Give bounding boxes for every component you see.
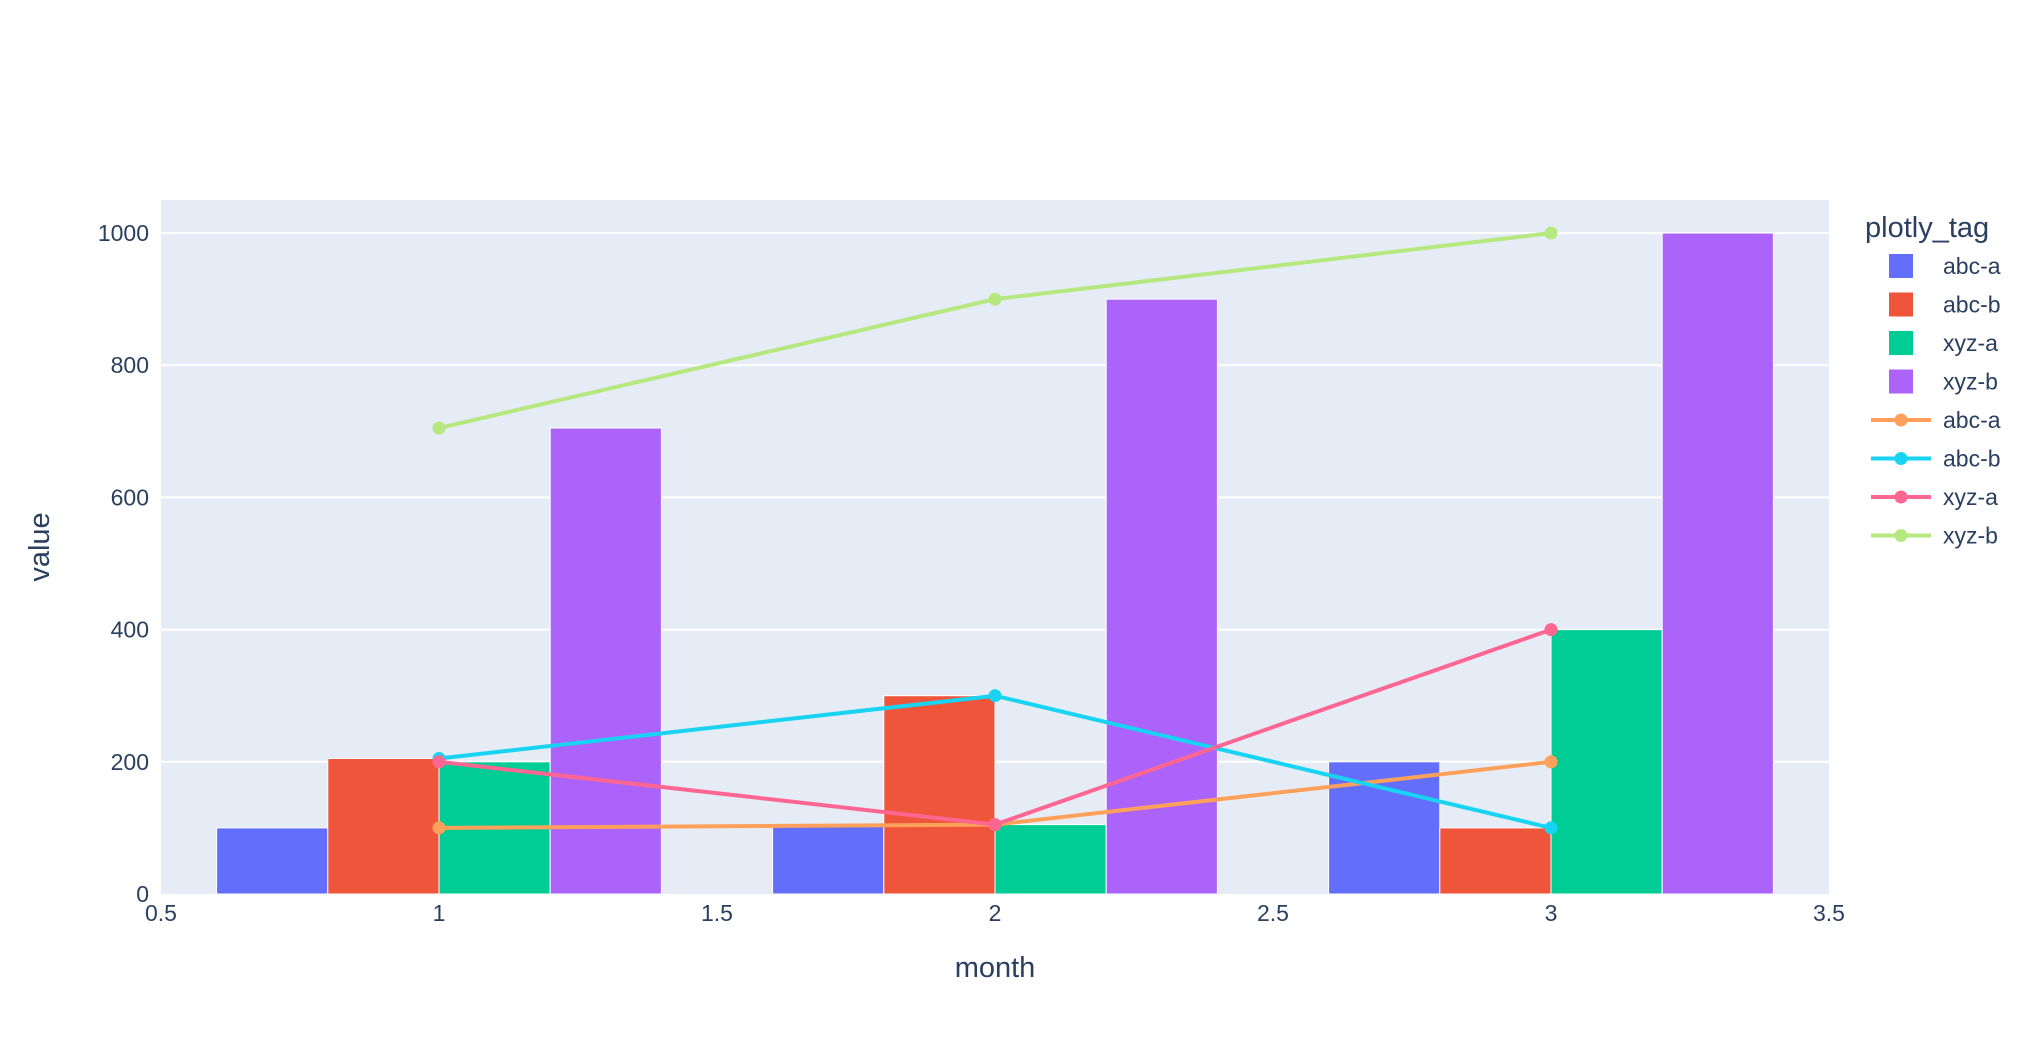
legend-item-line-abc-b[interactable]: abc-b — [1871, 446, 2001, 472]
y-axis-ticks: 0 200 400 600 800 1000 — [98, 220, 149, 907]
x-tick-label: 2.5 — [1257, 900, 1289, 926]
legend-label: abc-b — [1943, 292, 2001, 318]
legend-swatch — [1889, 369, 1913, 394]
y-tick-label: 400 — [111, 617, 149, 643]
line-marks — [432, 226, 1558, 835]
legend-marker — [1894, 452, 1908, 465]
y-tick-label: 200 — [111, 749, 149, 775]
legend-label: abc-a — [1943, 253, 2001, 279]
y-axis-title: value — [24, 512, 56, 581]
x-tick-label: 3 — [1545, 900, 1558, 926]
legend-item-line-xyz-a[interactable]: xyz-a — [1871, 484, 1998, 510]
bar-marks — [216, 232, 1774, 895]
bar-xyz-b[interactable] — [1105, 298, 1218, 895]
y-tick-label: 1000 — [98, 220, 149, 246]
legend-item-bar-xyz-a[interactable]: xyz-a — [1889, 330, 1998, 356]
bar-abc-b[interactable] — [1439, 827, 1552, 895]
point-abc-b[interactable] — [988, 689, 1002, 703]
legend-marker — [1894, 490, 1908, 504]
x-axis-ticks: 0.5 1 1.5 2 2.5 3 3.5 — [145, 900, 1845, 926]
legend[interactable]: plotly_tag abc-a abc-b xyz-a xyz-b abc-a abc-… — [1865, 212, 2001, 549]
y-tick-label: 800 — [111, 352, 149, 378]
x-tick-label: 1.5 — [701, 900, 733, 926]
legend-label: abc-a — [1943, 407, 2001, 433]
y-tick-label: 0 — [136, 881, 149, 907]
legend-marker — [1894, 529, 1908, 542]
point-abc-a[interactable] — [432, 821, 446, 835]
point-abc-a[interactable] — [1544, 755, 1558, 769]
point-xyz-b[interactable] — [1544, 226, 1558, 240]
x-axis-title: month — [955, 952, 1036, 984]
legend-item-line-abc-a[interactable]: abc-a — [1871, 407, 2001, 433]
legend-item-bar-xyz-b[interactable]: xyz-b — [1889, 369, 1998, 395]
bar-xyz-a[interactable] — [1550, 629, 1663, 895]
legend-item-line-xyz-b[interactable]: xyz-b — [1871, 523, 1998, 549]
x-tick-label: 0.5 — [145, 900, 177, 926]
legend-label: xyz-b — [1943, 523, 1998, 549]
point-xyz-a[interactable] — [1544, 623, 1558, 637]
legend-swatch — [1889, 254, 1913, 278]
point-xyz-a[interactable] — [432, 755, 446, 769]
bar-xyz-a[interactable] — [994, 824, 1107, 895]
bar-xyz-b[interactable] — [549, 427, 662, 895]
legend-label: abc-b — [1943, 446, 2001, 472]
bar-abc-b[interactable] — [327, 758, 440, 895]
legend-swatch — [1889, 292, 1913, 317]
legend-item-bar-abc-a[interactable]: abc-a — [1889, 253, 2001, 279]
legend-label: xyz-b — [1943, 369, 1998, 395]
x-tick-label: 1 — [433, 900, 446, 926]
point-xyz-b[interactable] — [432, 421, 446, 435]
point-xyz-b[interactable] — [988, 292, 1002, 306]
x-tick-label: 2 — [989, 900, 1002, 926]
legend-swatch — [1889, 331, 1913, 355]
bar-abc-a[interactable] — [772, 824, 885, 895]
bar-abc-b[interactable] — [883, 695, 996, 895]
point-xyz-a[interactable] — [988, 818, 1002, 832]
legend-title: plotly_tag — [1865, 212, 1989, 244]
legend-marker — [1894, 413, 1908, 427]
bar-xyz-b[interactable] — [1661, 232, 1774, 895]
legend-label: xyz-a — [1943, 330, 1998, 356]
legend-label: xyz-a — [1943, 484, 1998, 510]
x-tick-label: 3.5 — [1813, 900, 1845, 926]
bar-abc-a[interactable] — [216, 827, 329, 895]
y-tick-label: 600 — [111, 484, 149, 510]
legend-item-bar-abc-b[interactable]: abc-b — [1889, 292, 2001, 318]
point-abc-b[interactable] — [1544, 821, 1558, 835]
